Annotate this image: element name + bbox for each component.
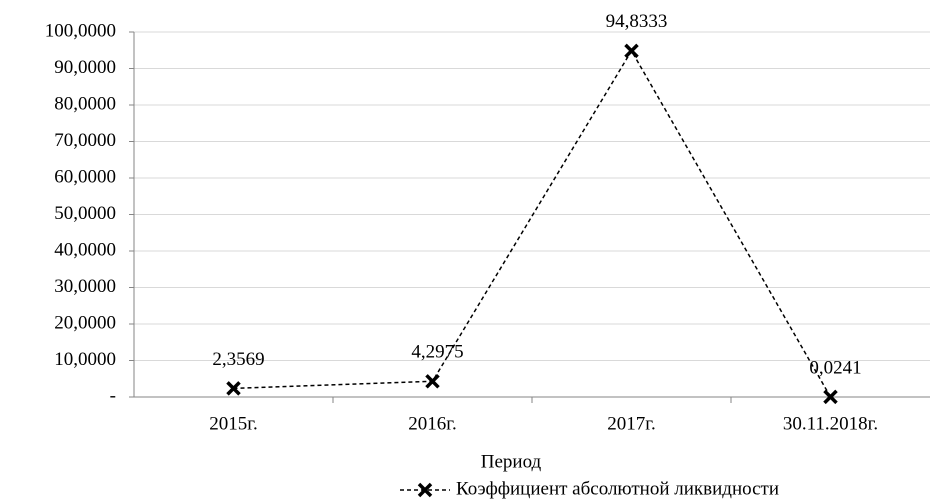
y-tick-label: 70,0000 (54, 130, 116, 151)
y-tick-label: 10,0000 (54, 349, 116, 370)
x-axis-label: Период (481, 451, 542, 472)
marker (417, 482, 433, 498)
x-tick-label: 2017г. (607, 413, 655, 434)
y-tick-label: - (110, 385, 116, 406)
data-label: 4,2975 (411, 342, 463, 363)
marker (624, 43, 639, 59)
marker (226, 381, 241, 396)
x-tick-label: 2015г. (209, 413, 257, 434)
y-tick-label: 100,0000 (45, 20, 116, 41)
y-tick-label: 40,0000 (54, 239, 116, 260)
x-tick-label: 30.11.2018г. (783, 413, 878, 434)
line (233, 49, 832, 398)
legend-label: Коэффициент абсолютной ликвидности (456, 478, 779, 499)
data-label: 0,0241 (809, 357, 861, 378)
y-tick-label: 30,0000 (54, 276, 116, 297)
y-tick-label: 90,0000 (54, 57, 116, 78)
x-tick-label: 2016г. (408, 413, 456, 434)
data-label: 94,8333 (606, 11, 668, 32)
marker (425, 374, 440, 389)
marker (823, 389, 838, 405)
y-tick-label: 20,0000 (54, 312, 116, 333)
data-label: 2,3569 (212, 349, 264, 370)
y-tick-label: 60,0000 (54, 166, 116, 187)
y-tick-label: 80,0000 (54, 93, 116, 114)
y-tick-label: 50,0000 (54, 203, 116, 224)
